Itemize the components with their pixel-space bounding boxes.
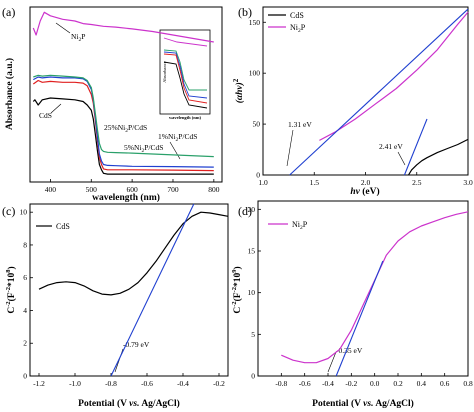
c-ytick-label: 10: [20, 208, 28, 217]
a-series-ni2p: [32, 11, 214, 43]
b-ytick-label: 100: [249, 69, 261, 78]
a-inset-frame: [159, 29, 211, 115]
a-xtick-label: 400: [45, 185, 57, 194]
panel-label-a: (a): [2, 5, 15, 19]
a-inset-curve-5: [163, 51, 208, 99]
panel-label-c: (c): [2, 204, 15, 218]
b-ytick-label: 50: [253, 120, 261, 129]
c-xtick-label: -0.6: [141, 379, 153, 388]
d-ytick-label: 10: [248, 288, 256, 297]
a-xlabel: wavelength (nm): [92, 192, 160, 203]
d-xtick-label: -0.4: [322, 379, 334, 388]
d-annotation: -0.35 eV: [336, 346, 363, 355]
a-series-cds: [32, 97, 214, 175]
c-annotation: -0.79 eV: [123, 340, 150, 349]
a-inset-curves: [163, 37, 208, 109]
a-label-1: 1%Ni2P/CdS: [158, 132, 197, 143]
c-xtick-label: -0.2: [213, 379, 225, 388]
a-inset-curve-1: [163, 53, 208, 104]
c-ytick-label: 8: [23, 240, 27, 249]
a-inset-xlabel: wavelength (nm): [169, 115, 202, 120]
c-series-cds: [38, 211, 229, 296]
b-annotation-1: 1.31 eV: [288, 120, 312, 129]
a-label-25: 25%Ni2P/CdS: [104, 123, 147, 134]
a-ylabel: Absorbance (a.u.): [4, 58, 15, 130]
d-series-ni2p: [281, 211, 469, 364]
a-inset-curve-cds: [163, 61, 208, 109]
b-xtick-label: 1.0: [258, 178, 268, 187]
c-ytick-label: 4: [23, 306, 27, 315]
panel-b-frame: [262, 6, 469, 176]
b-xlabel: hν (eV): [350, 186, 379, 197]
c-xtick-label: -0.4: [177, 379, 189, 388]
a-label-ni2p: Ni2P: [71, 32, 85, 43]
d-ytick-label: 5: [251, 330, 255, 339]
a-inset-curve-25: [163, 49, 207, 91]
c-legend-label-cds: CdS: [56, 222, 70, 231]
b-legend-label-ni2p: Ni2P: [290, 23, 306, 34]
a-pointer-1: [169, 141, 181, 160]
c-xtick-label: -1.2: [33, 379, 45, 388]
b-fit-line-2: [403, 118, 428, 176]
c-xlabel: Potential (V vs. Ag/AgCl): [78, 398, 180, 409]
b-series-cds: [407, 138, 469, 176]
b-legend: CdS Ni2P: [268, 11, 306, 34]
b-ytick-label: 150: [249, 18, 261, 27]
b-xtick-label: 2.0: [361, 178, 371, 187]
a-pointer-ni2p: [55, 22, 71, 34]
c-xtick-label: -1.0: [69, 379, 81, 388]
a-xtick-label: 500: [86, 185, 98, 194]
d-xtick-label: -0.2: [345, 379, 357, 388]
b-legend-label-cds: CdS: [290, 11, 304, 20]
a-inset-ylabel: Absorbance: [162, 61, 167, 83]
d-xtick-label: 0.8: [463, 379, 473, 388]
d-ytick-label: 0: [251, 372, 255, 381]
panel-d-frame: [257, 200, 469, 377]
panel-label-d: (d): [238, 204, 252, 218]
d-fit-line-1: [335, 260, 384, 377]
panel-a-frame: [29, 6, 223, 183]
d-xtick-label: 0.6: [440, 379, 450, 388]
b-ylabel: (αhν)2: [232, 78, 245, 103]
c-ylabel: C-2(F-2*108): [5, 266, 17, 313]
panel-label-b: (b): [238, 5, 252, 19]
b-ytick-label: 0: [256, 171, 260, 180]
b-fit-line-1: [289, 8, 469, 176]
d-xtick-label: 0.0: [370, 379, 380, 388]
b-pointer-2: [397, 151, 406, 166]
b-xtick-label: 1.5: [310, 178, 320, 187]
c-xtick-label: -0.8: [105, 379, 117, 388]
b-xtick-label: 2.5: [412, 178, 422, 187]
c-ytick-label: 2: [23, 339, 27, 348]
d-legend-label-ni2p: Ni2P: [292, 220, 308, 231]
b-annotation-2: 2.41 eV: [379, 142, 403, 151]
d-ytick-label: 20: [248, 205, 256, 214]
a-pointer-cds: [50, 103, 62, 114]
a-xtick-label: 800: [208, 185, 220, 194]
panel-c-frame: [29, 203, 229, 377]
d-ylabel: C-2(F-2*109): [231, 266, 243, 313]
a-label-cds: CdS: [39, 111, 52, 120]
a-inset-curve-ni2p: [163, 37, 208, 47]
c-fit-line-1: [110, 203, 195, 377]
b-series-ni2p: [319, 11, 469, 141]
d-ytick-label: 15: [248, 247, 256, 256]
d-pointer: [327, 351, 337, 373]
b-pointer-1: [286, 129, 294, 167]
c-ytick-label: 6: [23, 273, 27, 282]
a-series-25-ni2p-cds: [33, 74, 214, 158]
d-xtick-label: 0.2: [393, 379, 403, 388]
a-xtick-label: 600: [127, 185, 139, 194]
d-xtick-label: -0.6: [299, 379, 311, 388]
c-ytick-label: 0: [23, 372, 27, 381]
b-xtick-label: 3.0: [463, 178, 473, 187]
a-xtick-label: 700: [167, 185, 179, 194]
d-xtick-label: -0.8: [275, 379, 287, 388]
d-xlabel: Potential (V vs. Ag/AgCl): [312, 398, 414, 409]
d-xtick-label: 0.4: [417, 379, 427, 388]
a-label-5: 5%Ni2P/CdS: [124, 143, 163, 154]
